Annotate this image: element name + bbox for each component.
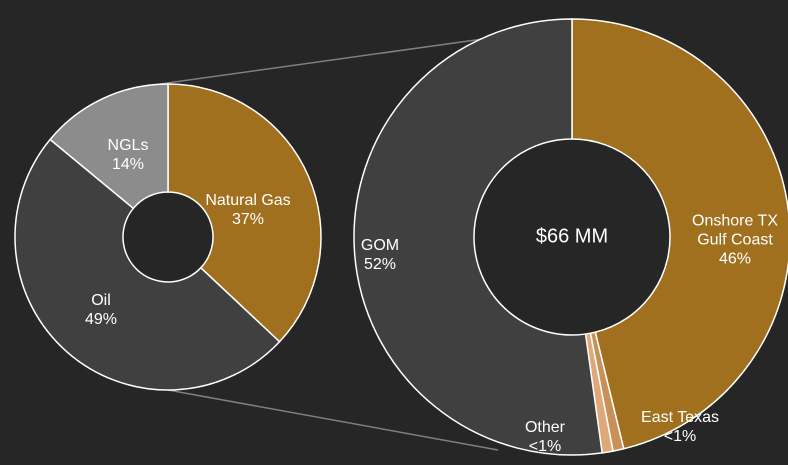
- slice-label: NGLs 14%: [73, 136, 183, 174]
- category-label: Oil: [91, 292, 111, 309]
- category-label: GOM: [360, 237, 400, 254]
- value-label: 14%: [111, 156, 145, 173]
- value-label: 37%: [231, 211, 265, 228]
- donut-slice: [571, 18, 788, 450]
- category-label: East Texas: [641, 409, 719, 426]
- value-label: <1%: [663, 428, 697, 445]
- slice-label: Onshore TX Gulf Coast 46%: [680, 212, 788, 269]
- connector-line: [159, 37, 491, 85]
- slice-label: GOM 52%: [325, 236, 435, 274]
- value-label: 52%: [363, 256, 397, 273]
- category-label: Onshore TX Gulf Coast: [692, 212, 778, 249]
- category-label: Other: [524, 419, 565, 436]
- value-label: 49%: [84, 311, 118, 328]
- slice-label: Natural Gas 37%: [193, 191, 303, 229]
- slice-label: Oil 49%: [46, 291, 156, 329]
- center-label: $66 MM: [535, 225, 609, 248]
- category-label: NGLs: [107, 137, 149, 154]
- donut-slice: [49, 83, 169, 210]
- slice-label: Other <1%: [490, 418, 600, 456]
- connector-line: [167, 389, 499, 451]
- slice-label: East Texas <1%: [625, 408, 735, 446]
- value-label: 46%: [718, 250, 752, 268]
- donut-slice: [14, 138, 281, 391]
- value-label: <1%: [528, 438, 562, 455]
- donut-slice: [167, 83, 322, 343]
- donut-slice: [353, 18, 604, 456]
- category-label: Natural Gas: [205, 192, 291, 209]
